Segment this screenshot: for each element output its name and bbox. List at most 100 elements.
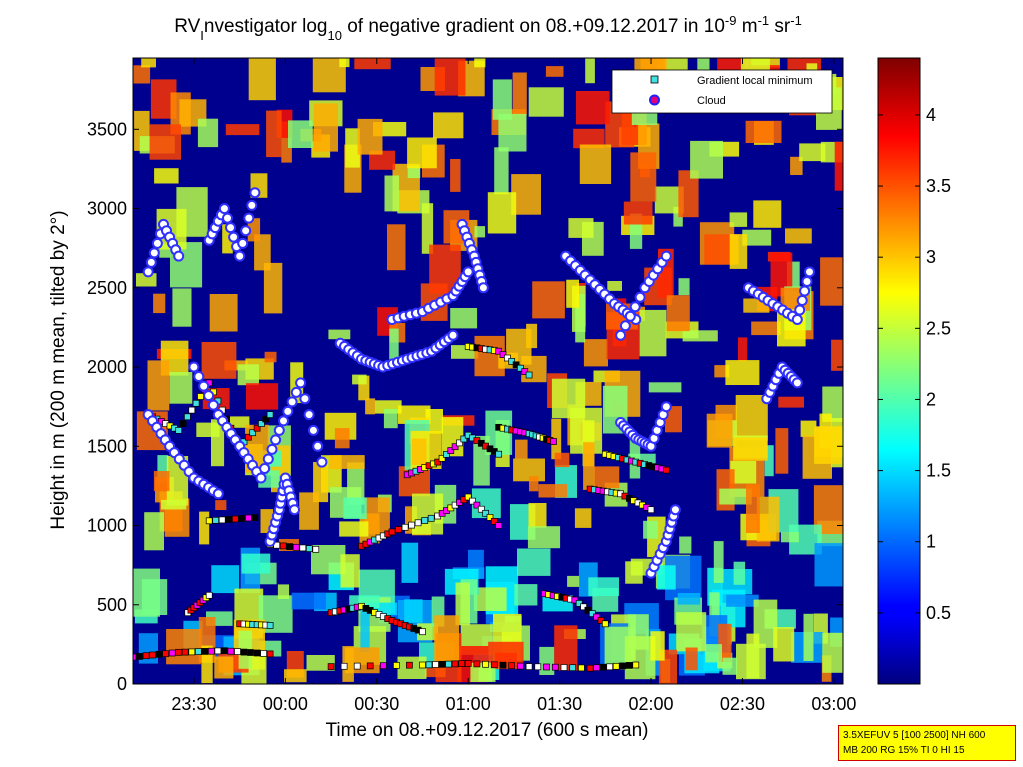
heatmap-cell bbox=[434, 58, 466, 96]
gradient-minimum-point bbox=[208, 647, 215, 655]
heatmap-cell bbox=[237, 364, 259, 386]
heatmap-cell bbox=[790, 156, 803, 175]
heatmap-cell bbox=[736, 643, 766, 680]
gradient-minimum-point bbox=[508, 662, 516, 670]
heatmap-cell bbox=[545, 66, 564, 77]
gradient-minimum-point bbox=[408, 521, 415, 529]
heatmap-cell bbox=[775, 428, 789, 474]
gradient-minimum-point bbox=[632, 661, 640, 669]
info-line-1: 3.5XEFUV 5 [100 2500] NH 600 bbox=[843, 730, 986, 741]
heatmap-cell bbox=[214, 656, 234, 679]
gradient-minimum-point bbox=[260, 650, 267, 657]
gradient-minimum-point bbox=[599, 663, 607, 671]
gradient-minimum-point bbox=[593, 664, 600, 672]
cloud-point bbox=[212, 488, 224, 500]
heatmap-cell bbox=[161, 499, 187, 510]
gradient-minimum-point bbox=[482, 509, 489, 517]
gradient-minimum-point bbox=[575, 600, 583, 607]
x-tick-label: 00:00 bbox=[263, 694, 308, 714]
heatmap-cell bbox=[149, 124, 181, 160]
gradient-minimum-point bbox=[192, 399, 200, 407]
heatmap-cell bbox=[492, 79, 512, 120]
gradient-minimum-point bbox=[597, 617, 605, 624]
heatmap-cell bbox=[339, 521, 369, 537]
heatmap-cell bbox=[404, 599, 423, 623]
x-tick-label: 02:30 bbox=[720, 694, 765, 714]
gradient-minimum-point bbox=[499, 661, 507, 669]
gradient-minimum-point bbox=[464, 493, 472, 501]
gradient-minimum-point bbox=[525, 371, 533, 379]
gradient-minimum-point bbox=[601, 620, 609, 628]
cloud-point bbox=[316, 456, 328, 468]
heatmap-cell bbox=[347, 462, 365, 505]
colorbar-ramp bbox=[877, 57, 921, 685]
plot-frame bbox=[132, 57, 844, 685]
heatmap-cell bbox=[169, 372, 193, 404]
heatmap-cell bbox=[585, 58, 595, 84]
heatmap-cell bbox=[147, 360, 170, 411]
gradient-minimum-point bbox=[425, 661, 433, 669]
heatmap-cell bbox=[814, 426, 842, 464]
gradient-minimum-point bbox=[194, 648, 202, 655]
gradient-minimum-point bbox=[569, 664, 577, 672]
colorbar-ticks: 0.5 1 1.5 2 2.5 3 3.5 4 bbox=[878, 105, 951, 623]
gradient-minimum-point bbox=[247, 649, 254, 656]
gradient-minimum-point bbox=[212, 516, 220, 524]
heatmap-cell bbox=[360, 608, 370, 652]
heatmap-cell bbox=[745, 120, 782, 143]
gradient-minimum-point bbox=[231, 515, 239, 523]
heatmap-cell bbox=[738, 337, 748, 362]
heatmap-cell bbox=[473, 587, 507, 611]
gradient-minimum-point bbox=[353, 662, 361, 670]
info-line-2: MB 200 RG 15% TI 0 HI 15 bbox=[843, 745, 965, 756]
heatmap-cell bbox=[199, 511, 210, 545]
heatmap-cell bbox=[526, 323, 538, 349]
heatmap-cell bbox=[593, 466, 620, 489]
colorbar-tick-label: 2.5 bbox=[926, 318, 951, 338]
heatmap-cell bbox=[554, 452, 570, 468]
heatmap-cell bbox=[576, 91, 610, 125]
heatmap-cell bbox=[141, 58, 156, 68]
cloud-point bbox=[299, 393, 311, 405]
heatmap-cell bbox=[733, 561, 746, 585]
heatmap-cell bbox=[201, 342, 237, 379]
gradient-minimum-point bbox=[258, 420, 265, 427]
y-tick-label: 500 bbox=[97, 595, 127, 615]
heatmap-cell bbox=[215, 500, 227, 510]
heatmap-cell bbox=[678, 170, 699, 218]
gradient-minimum-point bbox=[432, 661, 439, 668]
heatmap-cell bbox=[778, 396, 804, 408]
cloud-point bbox=[290, 386, 302, 398]
colorbar-tick-label: 3 bbox=[926, 247, 936, 267]
cloud-point bbox=[669, 504, 681, 516]
heatmap-cell bbox=[583, 339, 608, 367]
cloud-point bbox=[222, 212, 233, 224]
cloud-point bbox=[307, 424, 319, 436]
x-tick-label: 02:00 bbox=[629, 694, 674, 714]
cloud-point bbox=[270, 434, 282, 446]
gradient-minimum-point bbox=[188, 648, 196, 656]
heatmap-cell bbox=[713, 541, 724, 583]
gradient-minimum-point bbox=[434, 458, 442, 466]
heatmap-cell bbox=[154, 168, 179, 184]
gradient-minimum-point bbox=[393, 662, 400, 669]
heatmap-cell bbox=[607, 281, 622, 291]
x-tick-label: 23:30 bbox=[171, 694, 216, 714]
heatmap-cell bbox=[735, 395, 768, 441]
gradient-minimum-point bbox=[162, 650, 169, 658]
heatmap-cell bbox=[756, 496, 780, 542]
gradient-minimum-point bbox=[305, 545, 313, 552]
cloud-point bbox=[249, 187, 261, 199]
gradient-minimum-point bbox=[155, 650, 163, 658]
colorbar: 0.5 1 1.5 2 2.5 3 3.5 4 bbox=[877, 57, 951, 685]
heatmap-cell bbox=[538, 484, 567, 498]
gradient-minimum-point bbox=[473, 660, 481, 668]
heatmap-cell bbox=[843, 419, 857, 447]
heatmap-cell bbox=[624, 636, 656, 680]
heatmap-cell bbox=[528, 87, 564, 117]
heatmap-cell bbox=[529, 476, 539, 492]
heatmap-cell bbox=[753, 200, 782, 228]
gradient-minimum-point bbox=[560, 664, 568, 671]
heatmap-cell bbox=[656, 565, 676, 590]
